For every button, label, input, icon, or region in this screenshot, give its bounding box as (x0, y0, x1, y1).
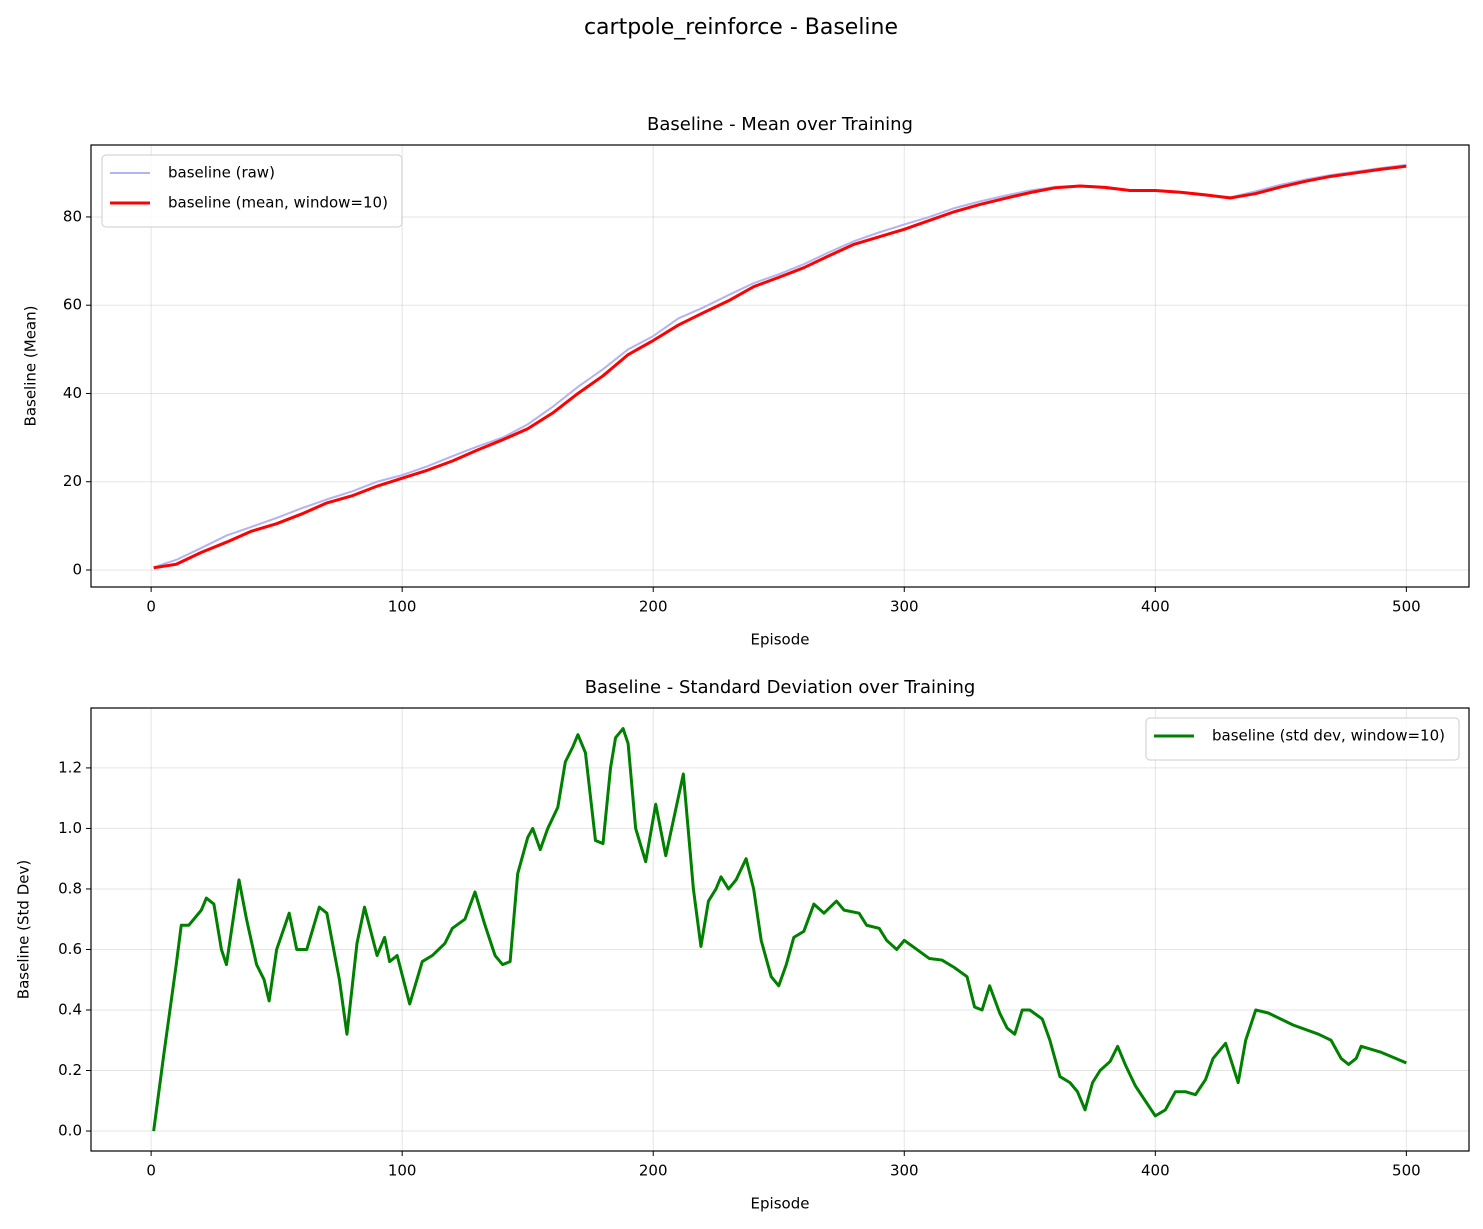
y-tick-label: 20 (63, 472, 82, 490)
y-tick-label: 40 (63, 384, 82, 402)
y-tick-label: 0.4 (58, 1000, 82, 1018)
legend-label: baseline (mean, window=10) (168, 194, 388, 212)
data-line (152, 727, 1407, 1132)
y-tick-label: 0.6 (58, 940, 82, 958)
x-tick-label: 100 (388, 1162, 417, 1180)
y-axis-label: Baseline (Std Dev) (15, 860, 33, 999)
x-tick-label: 200 (639, 1162, 668, 1180)
x-axis-label: Episode (751, 1195, 810, 1213)
y-tick-label: 1.2 (58, 758, 82, 776)
x-tick-label: 0 (146, 1162, 156, 1180)
x-tick-label: 300 (890, 1162, 919, 1180)
legend-frame (1145, 717, 1460, 761)
x-axis-label: Episode (751, 631, 810, 649)
x-tick-label: 100 (388, 598, 417, 616)
legend: baseline (raw) baseline (mean, window=10) (101, 154, 403, 228)
y-axis-label: Baseline (Mean) (22, 306, 40, 427)
x-tick-label: 200 (639, 598, 668, 616)
x-tick-label: 0 (146, 598, 156, 616)
y-tick-label: 0.8 (58, 879, 82, 897)
y-tick-label: 80 (63, 207, 82, 225)
chart-title: Baseline - Mean over Training (647, 114, 913, 135)
y-tick-label: 0.0 (58, 1122, 82, 1140)
plot-frame (90, 707, 1470, 1152)
y-tick-label: 0.2 (58, 1061, 82, 1079)
legend-label: baseline (std dev, window=10) (1212, 727, 1445, 745)
chart-title: Baseline - Standard Deviation over Train… (585, 677, 976, 698)
legend-label: baseline (raw) (168, 164, 275, 182)
figure-title: cartpole_reinforce - Baseline (584, 15, 898, 40)
legend: baseline (std dev, window=10) (1145, 717, 1460, 761)
y-tick-label: 60 (63, 296, 82, 314)
x-tick-label: 500 (1392, 1162, 1421, 1180)
y-tick-label: 1.0 (58, 819, 82, 837)
data-line (153, 164, 1407, 570)
legend-frame (101, 154, 403, 228)
x-tick-label: 400 (1141, 598, 1170, 616)
x-tick-label: 300 (890, 598, 919, 616)
plot-frame (90, 144, 1470, 588)
x-tick-label: 400 (1141, 1162, 1170, 1180)
y-tick-label: 0 (72, 561, 82, 579)
x-tick-label: 500 (1392, 598, 1421, 616)
